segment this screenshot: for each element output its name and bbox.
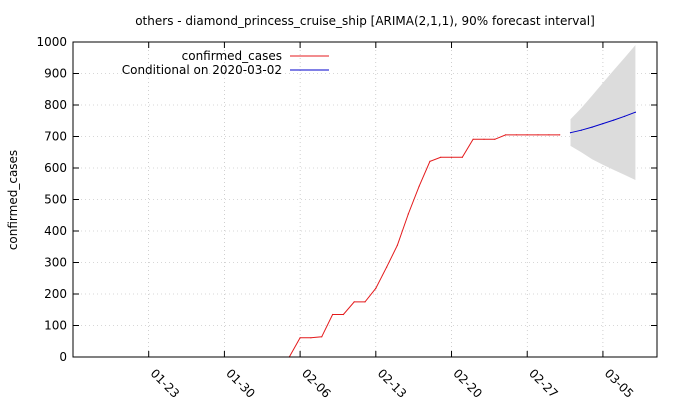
x-tick-label: 02-13	[375, 366, 410, 400]
data-point	[321, 336, 323, 338]
data-point	[580, 129, 582, 131]
data-point	[526, 134, 528, 136]
x-tick-label: 02-20	[450, 366, 485, 400]
series-lines	[288, 111, 637, 358]
x-tick-label: 02-27	[526, 366, 561, 400]
data-point	[364, 301, 366, 303]
series-line-0	[288, 134, 560, 358]
x-tick-label: 03-05	[602, 366, 637, 400]
x-tick-label: 01-23	[148, 366, 183, 400]
grid	[73, 42, 657, 357]
data-point	[418, 185, 420, 187]
data-point	[494, 138, 496, 140]
y-axis-label: confirmed_cases	[6, 150, 20, 250]
legend-label-0: confirmed_cases	[182, 49, 282, 63]
data-point	[624, 115, 626, 117]
data-point	[613, 119, 615, 121]
data-point	[483, 138, 485, 140]
y-tick-label: 500	[44, 193, 67, 207]
data-point	[591, 126, 593, 128]
data-point	[375, 287, 377, 289]
data-point	[569, 132, 572, 134]
y-tick-label: 300	[44, 256, 67, 270]
y-tick-label: 200	[44, 287, 67, 301]
forecast-interval	[570, 45, 636, 180]
data-point	[407, 213, 409, 215]
data-point	[505, 134, 507, 136]
data-point	[461, 156, 463, 158]
data-point	[602, 123, 604, 125]
data-point	[386, 266, 388, 268]
x-tick-label: 01-30	[223, 366, 258, 400]
data-point	[634, 111, 637, 113]
y-tick-label: 0	[59, 350, 67, 364]
data-point	[310, 337, 312, 339]
chart-title: others - diamond_princess_cruise_ship [A…	[135, 14, 595, 28]
y-tick-label: 100	[44, 319, 67, 333]
y-tick-label: 700	[44, 130, 67, 144]
x-tick-label: 02-06	[299, 366, 334, 400]
y-tick-label: 900	[44, 67, 67, 81]
data-point	[548, 134, 550, 136]
data-point	[472, 138, 474, 140]
data-point	[396, 244, 398, 246]
data-point	[342, 313, 344, 316]
y-tick-label: 400	[44, 224, 67, 238]
data-point	[429, 160, 431, 162]
y-tick-label: 600	[44, 161, 67, 175]
data-point	[559, 134, 561, 136]
data-point	[299, 337, 301, 339]
data-point	[353, 301, 355, 303]
data-point	[537, 134, 539, 136]
data-point	[515, 134, 518, 136]
forecast-interval-band	[570, 45, 636, 180]
data-point	[450, 156, 453, 158]
y-tick-label: 1000	[36, 35, 67, 49]
legend-label-1: Conditional on 2020-03-02	[122, 63, 282, 77]
data-point	[332, 313, 334, 316]
axis-ticks: 0 100 200 300 400 500 600 700 800 900 1000 01-23 01-…	[36, 35, 657, 400]
data-point	[440, 156, 442, 158]
y-tick-label: 800	[44, 98, 67, 112]
